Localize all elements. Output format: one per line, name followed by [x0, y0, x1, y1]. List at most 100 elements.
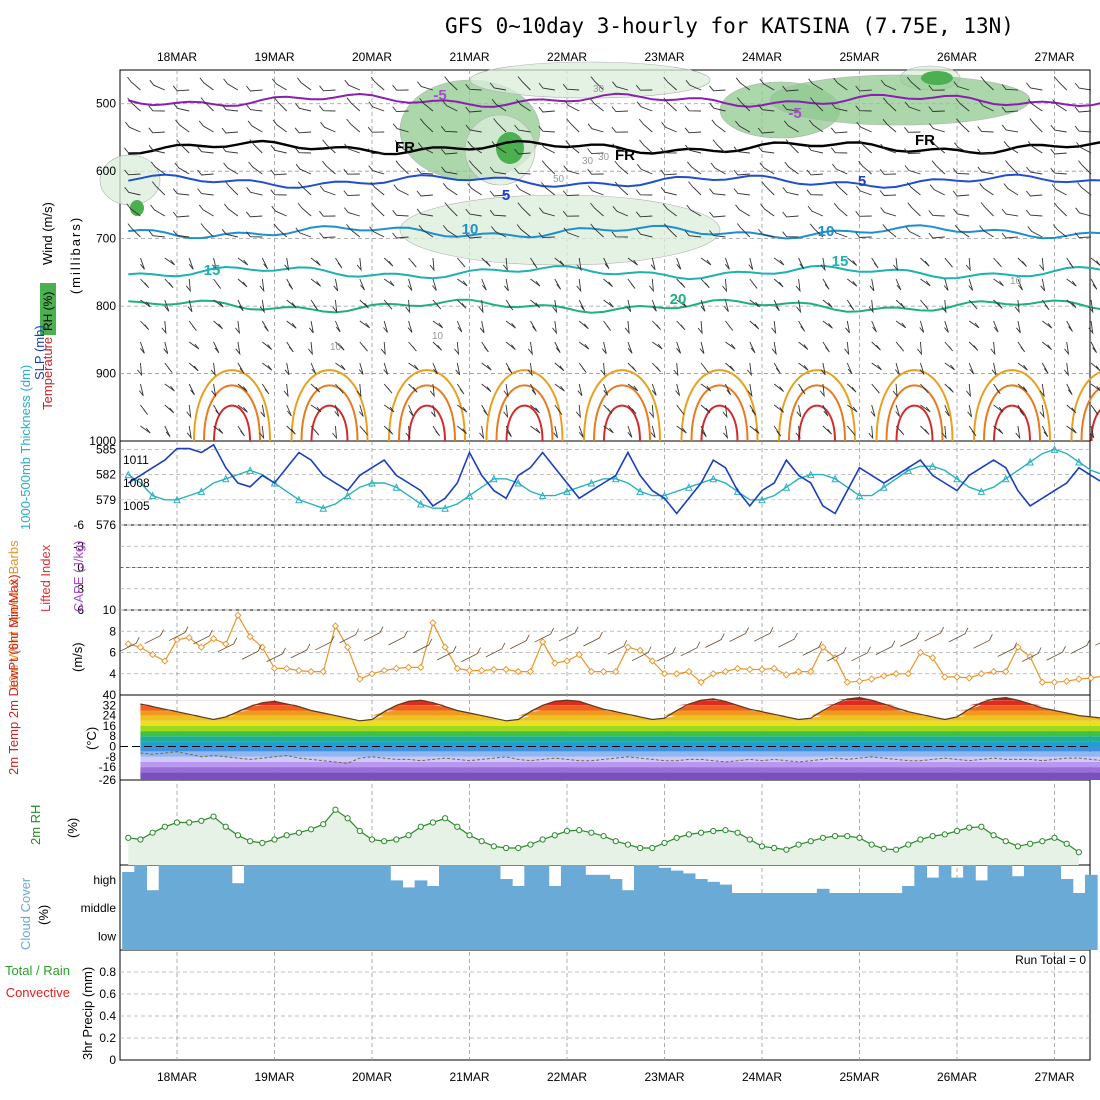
cloud-bar-middle — [707, 893, 720, 921]
cloud-bar-middle — [731, 893, 745, 921]
ylabel-wind: Wind (m/s) — [40, 202, 55, 265]
wind-barb — [807, 205, 824, 217]
wind-barb — [944, 257, 953, 268]
cloud-bar-middle — [390, 893, 403, 921]
cloud-bar-middle — [317, 893, 330, 921]
wind-barb — [710, 162, 726, 175]
pressure-tick-label: 600 — [96, 164, 116, 178]
temperature-tick-label: 16 — [103, 719, 117, 733]
wind-barb — [260, 404, 266, 418]
cloud-bar-low — [170, 921, 184, 950]
cloud-bar-high — [1048, 865, 1062, 893]
temperature-band — [140, 705, 1100, 711]
thickness-marker — [977, 487, 986, 495]
wind-barb — [611, 106, 628, 113]
rh-marker — [442, 815, 449, 822]
wind-barb — [140, 299, 151, 308]
thickness-marker — [685, 483, 693, 491]
wind-barb — [956, 118, 970, 133]
wind-barb — [221, 229, 239, 238]
wind-barb — [457, 299, 467, 309]
cloud-bar-low — [743, 921, 757, 950]
temperature-contour-warm — [788, 384, 846, 442]
temperature-contour-warm — [798, 404, 836, 442]
cloud-bar-middle — [792, 893, 806, 921]
wind-barb — [562, 83, 580, 91]
temperature-contour-warm — [203, 384, 261, 442]
rh-marker — [710, 827, 717, 835]
wind-speed-marker — [587, 667, 596, 676]
cloud-bar-high — [987, 865, 1001, 893]
cloud-bar-low — [292, 921, 306, 950]
temperature-contour-warm — [983, 384, 1041, 442]
cloud-bar-middle — [926, 893, 940, 921]
wind-barb — [383, 299, 393, 310]
temperature-band — [140, 746, 1100, 752]
wind-barb — [213, 320, 223, 330]
wind-barb — [700, 383, 712, 392]
wind-barb-10m — [924, 626, 944, 642]
cloud-bar-low — [694, 921, 708, 950]
wind-barb — [140, 341, 145, 354]
wind-barb — [359, 320, 370, 329]
wind-barb — [830, 127, 848, 134]
wind-speed-marker — [429, 619, 437, 627]
wind-speed-marker — [636, 646, 644, 655]
temperature-contour-warm — [1080, 387, 1100, 442]
wind-barb — [652, 341, 663, 350]
wind-barb — [879, 190, 897, 196]
wind-barb — [408, 383, 418, 393]
wind-barb — [773, 257, 785, 266]
wind-barb — [965, 257, 971, 272]
cloud-bar-low — [792, 921, 806, 950]
wind-barb — [383, 320, 388, 333]
cloud-bar-high — [658, 867, 672, 893]
wind-barb — [481, 362, 492, 371]
cloud-bar-low — [329, 921, 343, 950]
wind-barb — [552, 320, 558, 335]
cloud-bar-low — [950, 921, 964, 950]
wind-barb — [1001, 124, 1019, 133]
cloud-bar-middle — [292, 893, 306, 921]
cloud-bar-low — [853, 921, 867, 950]
wind-barb-10m — [120, 637, 140, 652]
cloud-bar-high — [158, 865, 172, 893]
wind-barb-10m — [753, 627, 774, 642]
wind-barb — [246, 187, 263, 196]
wind-barb — [676, 425, 687, 434]
wind-speed-marker — [819, 643, 827, 651]
wind-barb — [310, 278, 321, 287]
cloud-bar-high — [195, 865, 208, 893]
rh-marker — [210, 813, 217, 820]
wind-barb-10m — [778, 632, 798, 648]
wind-barb — [612, 206, 629, 217]
wind-speed-marker — [794, 667, 803, 676]
wind-barb — [465, 84, 482, 91]
cloud-bar-low — [670, 921, 684, 950]
wind-speed-marker — [575, 650, 583, 659]
rh-marker — [990, 832, 997, 839]
wind-speed-marker — [843, 678, 851, 686]
cloud-bar-high — [219, 865, 233, 893]
cloud-bar-middle — [755, 893, 769, 921]
rh-marker — [844, 833, 851, 840]
wind-barb — [991, 362, 997, 376]
wind-barb — [627, 278, 636, 289]
wind-speed-marker — [526, 667, 535, 676]
rh-marker — [307, 826, 315, 833]
day-label-bottom: 26MAR — [937, 1070, 977, 1084]
cloud-bar-low — [573, 921, 586, 950]
rh-marker — [417, 823, 424, 830]
wind-barb — [733, 169, 750, 176]
wind-barb — [1017, 362, 1028, 371]
wind-barb — [408, 257, 417, 268]
wind-barb — [722, 404, 728, 419]
rh-marker — [637, 844, 644, 852]
wind-speed-marker — [234, 611, 242, 619]
rh-marker — [283, 832, 290, 839]
day-label-bottom: 24MAR — [742, 1070, 782, 1084]
rh-marker — [905, 841, 912, 848]
cloud-bar-high — [560, 865, 574, 893]
wind-barb — [635, 84, 653, 91]
slp-tick-label: 1005 — [123, 499, 150, 513]
